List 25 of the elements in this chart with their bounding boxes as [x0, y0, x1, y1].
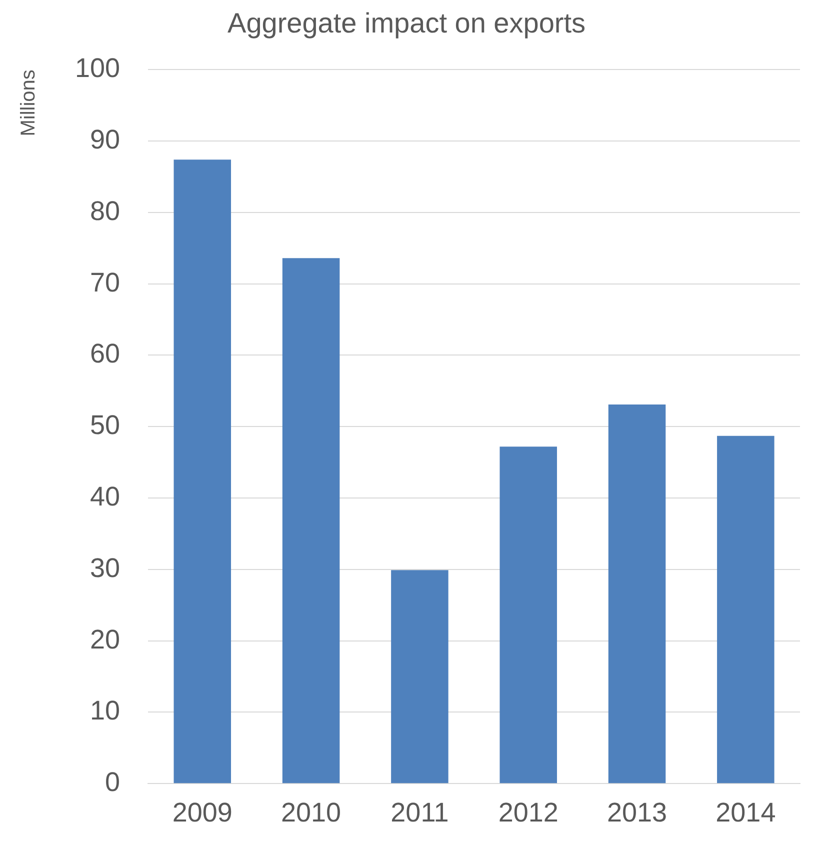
bar — [391, 570, 448, 784]
bar — [282, 258, 340, 784]
y-tick-label: 20 — [90, 624, 120, 654]
y-tick-label: 80 — [90, 196, 120, 226]
x-tick-label: 2009 — [172, 797, 232, 828]
y-tick-label: 30 — [90, 552, 120, 583]
y-tick-label: 50 — [90, 410, 120, 440]
bar — [500, 446, 557, 784]
x-tick-label: 2011 — [390, 797, 449, 828]
y-tick-label: 10 — [90, 696, 120, 726]
bar — [608, 404, 666, 784]
x-tick-label: 2013 — [606, 797, 668, 828]
x-tick-label: 2014 — [716, 797, 776, 828]
chart-title: Aggregate impact on exports — [228, 8, 586, 39]
y-axis-title: Millions — [18, 70, 40, 136]
x-tick-label: 2010 — [280, 797, 342, 828]
y-tick-label: 70 — [90, 267, 120, 298]
y-tick-label: 100 — [74, 53, 120, 84]
y-tick-label: 0 — [105, 767, 120, 798]
bar — [717, 436, 774, 784]
y-tick-label: 60 — [90, 338, 120, 369]
bar — [174, 160, 232, 784]
y-tick-label: 90 — [90, 124, 120, 154]
x-tick-label: 2012 — [498, 797, 558, 828]
y-tick-label: 40 — [90, 481, 120, 512]
